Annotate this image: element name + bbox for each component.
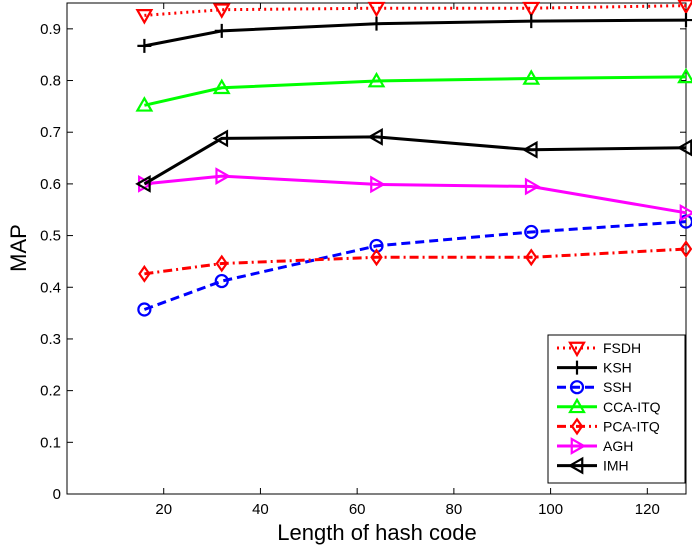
y-tick-label: 0.1 xyxy=(40,434,61,451)
data-point-pca-itq xyxy=(370,248,383,267)
legend-item-cca-itq: CCA-ITQ xyxy=(557,397,661,415)
data-point-imh xyxy=(676,139,692,157)
data-point-ksh xyxy=(369,16,384,31)
legend-marker xyxy=(569,380,585,395)
x-tick-label: 100 xyxy=(538,501,563,518)
legend-label: IMH xyxy=(603,458,629,474)
data-point-ssh xyxy=(137,302,152,317)
y-tick-label: 0.9 xyxy=(40,21,61,38)
data-point-fsdh xyxy=(367,1,386,18)
y-tick-label: 0.7 xyxy=(40,124,61,141)
y-tick-label: 0.2 xyxy=(40,383,61,400)
data-point-ksh xyxy=(524,14,539,29)
y-tick-label: 0.6 xyxy=(40,176,61,193)
y-tick-label: 0 xyxy=(53,486,61,503)
legend-item-pca-itq: PCA-ITQ xyxy=(557,417,660,436)
x-tick-label: 80 xyxy=(446,501,463,518)
data-point-agh xyxy=(370,175,386,194)
data-point-fsdh xyxy=(212,3,231,19)
legend-label: SSH xyxy=(603,379,632,395)
data-point-imh xyxy=(135,174,151,193)
data-point-fsdh xyxy=(677,0,692,15)
legend-item-agh: AGH xyxy=(557,437,633,455)
data-point-ssh xyxy=(524,224,539,240)
series-cca-itq xyxy=(135,67,692,112)
data-point-agh xyxy=(215,167,231,186)
legend-marker xyxy=(570,417,584,436)
data-point-fsdh xyxy=(522,1,541,18)
legend-marker xyxy=(568,397,586,414)
data-point-imh xyxy=(522,140,538,159)
x-tick-label: 40 xyxy=(252,501,269,518)
series-line-fsdh xyxy=(144,4,687,17)
legend-marker xyxy=(568,341,586,358)
y-tick-label: 0.3 xyxy=(40,331,61,348)
data-point-agh xyxy=(679,203,692,222)
y-tick-label: 0.8 xyxy=(40,73,61,90)
data-point-pca-itq xyxy=(138,264,151,283)
data-point-ksh xyxy=(679,13,692,28)
series-line-pca-itq xyxy=(144,247,687,276)
data-point-cca-itq xyxy=(522,69,541,85)
legend-item-ssh: SSH xyxy=(557,379,632,395)
data-point-imh xyxy=(367,127,383,146)
data-point-imh xyxy=(212,129,229,148)
legend-marker xyxy=(567,456,584,475)
y-tick-label: 0.4 xyxy=(40,279,61,296)
legend: FSDH KSH SSH CCA-ITQ PCA-ITQ AGH IMH xyxy=(547,334,686,484)
legend-marker xyxy=(570,437,587,455)
series-ksh xyxy=(137,13,692,53)
x-tick-label: 60 xyxy=(349,501,366,518)
series-layer xyxy=(135,0,692,317)
x-tick-label: 20 xyxy=(155,501,172,518)
series-line-agh xyxy=(144,174,687,215)
legend-item-imh: IMH xyxy=(557,456,629,475)
data-point-ksh xyxy=(137,38,152,53)
legend-item-fsdh: FSDH xyxy=(557,340,641,358)
data-point-fsdh xyxy=(135,9,154,25)
data-point-ssh xyxy=(214,273,229,289)
x-axis: 20 40 60 80 100 120 xyxy=(155,3,660,518)
x-axis-label: Length of hash code xyxy=(277,520,476,545)
data-point-agh xyxy=(524,177,541,196)
legend-label: CCA-ITQ xyxy=(603,399,661,415)
legend-label: PCA-ITQ xyxy=(603,418,660,434)
series-line-ssh xyxy=(143,220,687,311)
y-axis: 0 0.1 0.2 0.3 0.4 0.5 0.6 0.7 0.8 0.9 xyxy=(40,21,686,503)
y-tick-label: 0.5 xyxy=(40,228,61,245)
legend-item-ksh: KSH xyxy=(557,360,632,376)
data-point-ksh xyxy=(214,23,229,38)
data-point-cca-itq xyxy=(212,78,231,95)
legend-label: FSDH xyxy=(603,340,641,356)
data-point-cca-itq xyxy=(677,67,692,84)
x-tick-label: 120 xyxy=(635,501,660,518)
data-point-pca-itq xyxy=(525,248,538,267)
series-fsdh xyxy=(135,0,692,25)
legend-label: AGH xyxy=(603,438,633,454)
data-point-pca-itq xyxy=(679,240,692,258)
series-line-cca-itq xyxy=(144,75,687,107)
data-point-cca-itq xyxy=(135,96,154,112)
legend-label: KSH xyxy=(603,360,632,376)
data-point-cca-itq xyxy=(367,71,386,88)
legend-marker xyxy=(570,360,584,375)
series-imh xyxy=(135,127,692,193)
series-pca-itq xyxy=(138,240,692,283)
series-line-imh xyxy=(143,135,687,186)
data-point-pca-itq xyxy=(215,254,228,273)
y-axis-label: MAP xyxy=(6,224,31,272)
series-ssh xyxy=(137,214,692,317)
